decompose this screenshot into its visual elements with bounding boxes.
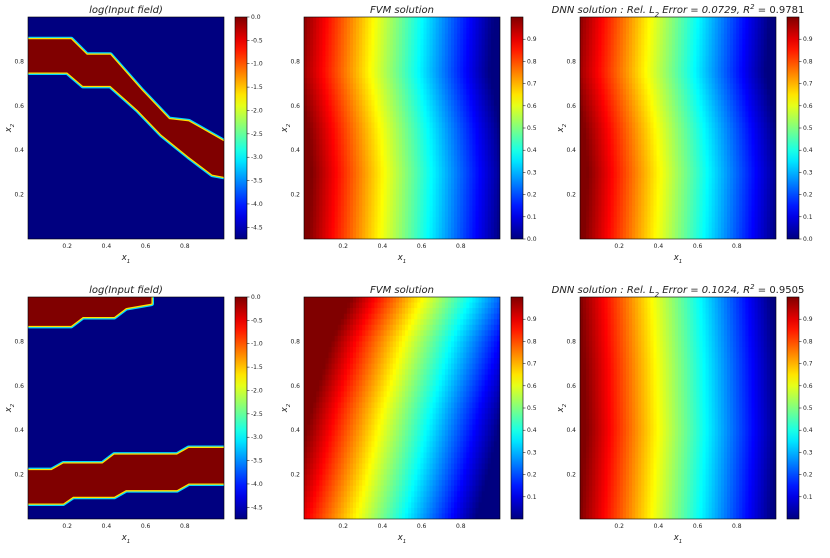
- colorbar-tick-label: -3.5: [251, 178, 263, 185]
- y-tick-label: 0.4: [14, 147, 24, 154]
- y-tick-label: 0.2: [14, 192, 24, 199]
- colorbar-tick-label: 0.0: [251, 14, 261, 21]
- chart-title: log(Input field): [89, 5, 163, 16]
- colorbar-tick-label: 0.5: [527, 125, 537, 132]
- colorbar-gradient: [511, 17, 523, 239]
- heatmap-area: [28, 17, 224, 239]
- colorbar-tick-label: -3.0: [251, 154, 263, 161]
- colorbar-tick-label: -1.0: [251, 61, 263, 68]
- colorbar: 0.0 0.1 0.2 0.3 0.4 0.5 0.6 0.7 0.8 0.9: [511, 17, 537, 243]
- colorbar: 0.0 -0.5 -1.0 -1.5 -2.0 -2.5 -3.0 -3.5 -4.0 -4.5: [235, 14, 263, 239]
- y-tick-label: 0.8: [290, 58, 300, 65]
- y-tick-label: 0.8: [14, 58, 24, 65]
- x-axis-label: x1: [121, 253, 131, 265]
- colorbar-tick-label: -4.0: [251, 201, 263, 208]
- x-axis-label: x1: [397, 253, 407, 265]
- x-tick-label: 0.8: [456, 243, 466, 250]
- colorbar-tick-label: -1.5: [251, 84, 263, 91]
- colorbar-tick-label: 0.3: [527, 169, 537, 176]
- colorbar-tick-label: 0.7: [527, 81, 537, 88]
- y-axis-label: x2: [4, 123, 16, 133]
- x-tick-label: 0.6: [141, 243, 151, 250]
- x-tick-label: 0.4: [102, 243, 112, 250]
- x-tick-label: 0.6: [417, 243, 427, 250]
- x-tick-label: 0.2: [338, 243, 348, 250]
- subplot-2: FVM solution 0.2 0.4 0.6 0.8 0.2 0.4 0.6 0.8 x1 x2…: [280, 5, 537, 265]
- y-tick-label: 0.4: [290, 147, 300, 154]
- colorbar-tick-label: 0.1: [527, 214, 537, 221]
- colorbar-tick-label: -4.5: [251, 224, 263, 231]
- colorbar-tick-label: -0.5: [251, 37, 263, 44]
- colorbar-tick-label: 0.6: [527, 103, 537, 110]
- y-axis-label: x2: [280, 123, 292, 133]
- y-tick-label: 0.6: [290, 103, 300, 110]
- colorbar-tick-label: 0.9: [527, 36, 537, 43]
- colorbar-tick-label: -2.0: [251, 107, 263, 114]
- x-tick-label: 0.2: [62, 243, 72, 250]
- colorbar-tick-label: 0.0: [527, 236, 537, 243]
- colorbar-gradient: [235, 17, 247, 239]
- x-tick-label: 0.4: [378, 243, 388, 250]
- heatmap-area: [580, 17, 777, 240]
- subplot-3: DNN solution : Rel. L2 Error = 0.0729, R…: [552, 3, 813, 265]
- subplot-1: log(Input field) 0.2 0.4 0.6 0.8 0.2 0.4 0.6 0.8…: [4, 5, 263, 265]
- x-tick-label: 0.8: [180, 243, 190, 250]
- colorbar-tick-label: 0.4: [527, 147, 537, 154]
- colorbar-tick-label: 0.8: [527, 58, 537, 65]
- chart-title: FVM solution: [370, 5, 434, 16]
- heatmap-area: [304, 17, 501, 240]
- colorbar-tick-label: 0.2: [527, 192, 537, 199]
- y-tick-label: 0.2: [290, 192, 300, 199]
- colorbar-tick-label: -2.5: [251, 131, 263, 138]
- y-tick-label: 0.6: [14, 103, 24, 110]
